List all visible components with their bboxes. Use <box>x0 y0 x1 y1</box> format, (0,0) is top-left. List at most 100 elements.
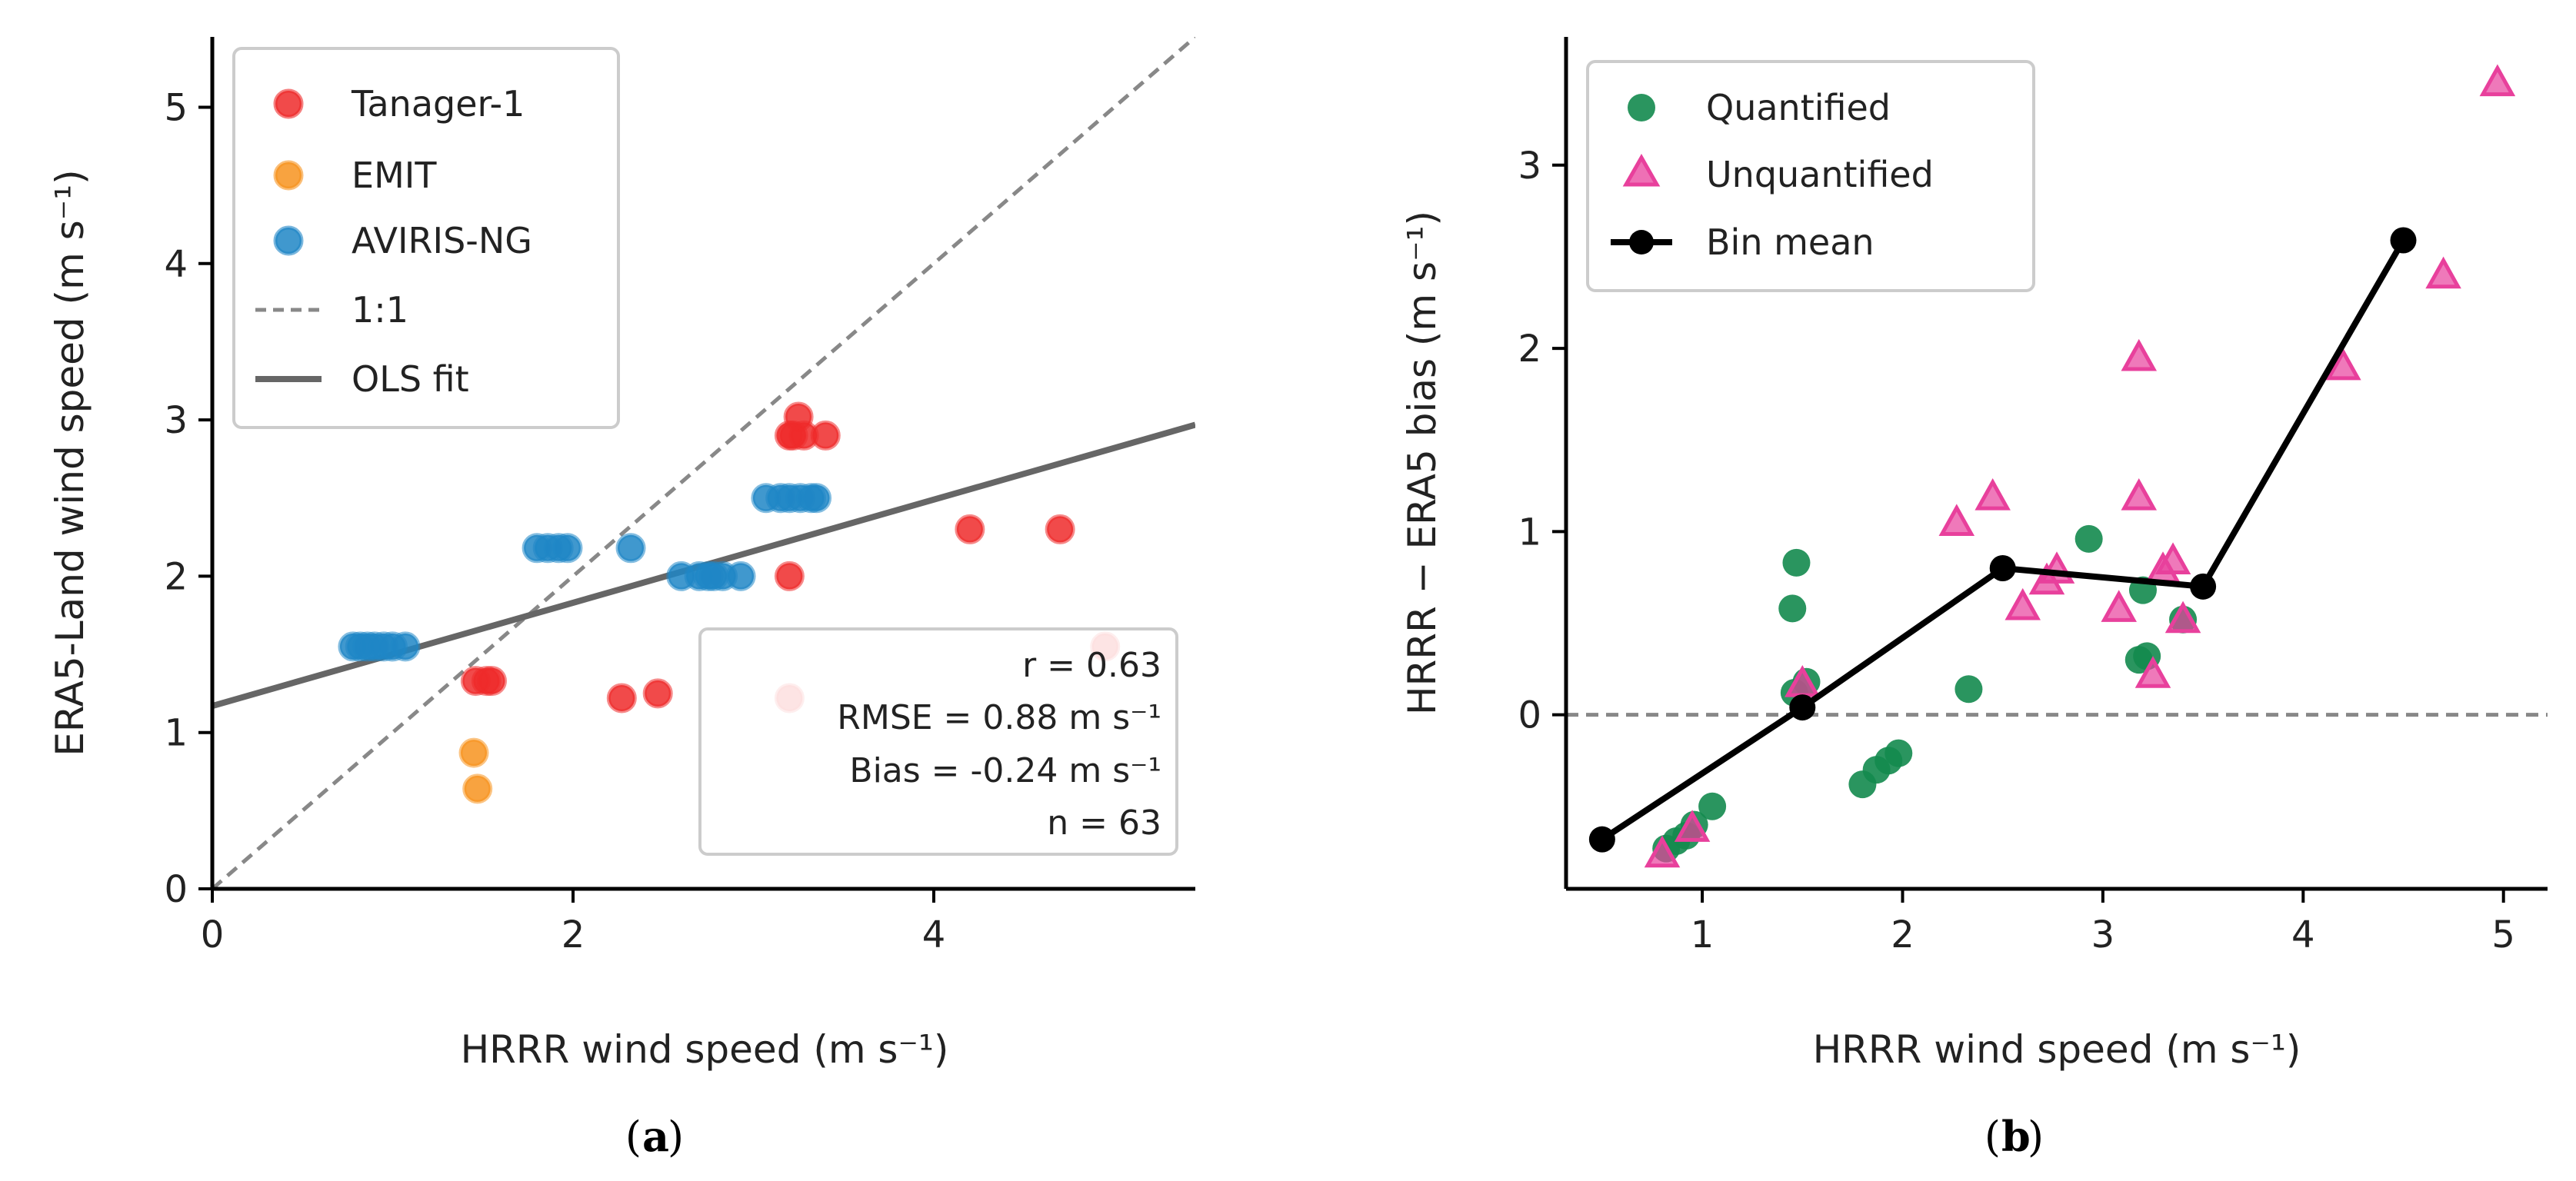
unquantified-point <box>2121 338 2158 371</box>
bin-mean-point <box>1989 555 2016 582</box>
panel-a: 0 2 4 0 1 2 3 4 5 HRRR wind speed (m s⁻¹) ERA5-L… <box>48 37 1195 1161</box>
legend-marker-quantified <box>1628 94 1655 121</box>
emit-point <box>458 737 489 768</box>
ticks: 0 2 4 0 1 2 3 4 5 <box>164 86 945 956</box>
y-tick-label: 3 <box>1518 145 1541 188</box>
unquantified-point <box>1674 810 1711 842</box>
y-tick-label: 2 <box>164 555 188 598</box>
x-tick-label: 2 <box>1891 913 1915 956</box>
data-points <box>338 401 1121 804</box>
panel-caption-b-letter: b <box>2001 1112 2031 1161</box>
stat-bias: Bias = -0.24 m s⁻¹ <box>849 751 1161 790</box>
legend: Tanager-1 EMIT AVIRIS-NG 1:1 OLS fit <box>232 47 620 429</box>
x-tick-label: 0 <box>201 913 225 956</box>
legend-label-one-to-one: 1:1 <box>352 289 408 331</box>
unquantified-point <box>2154 542 2191 574</box>
tanager-1-point <box>774 561 805 591</box>
unquantified-point <box>2121 477 2158 511</box>
y-tick-label: 0 <box>1518 694 1541 737</box>
legend-label-unquantified: Unquantified <box>1706 154 1934 195</box>
unquantified-point <box>2134 656 2171 688</box>
legend-label-tanager: Tanager-1 <box>351 83 525 125</box>
x-tick-label: 5 <box>2491 913 2515 956</box>
panel-caption-b: ( <box>1984 1113 2001 1161</box>
quantified-point <box>1698 792 1727 820</box>
aviris-ng-point <box>552 533 583 564</box>
legend-label-emit: EMIT <box>352 155 437 196</box>
stats-frame <box>698 627 1178 856</box>
y-tick-label: 1 <box>1518 511 1541 554</box>
bin-mean-line <box>1600 238 2406 843</box>
y-tick-label: 3 <box>164 399 188 442</box>
tanager-1-point <box>955 514 985 544</box>
x-tick-label: 2 <box>562 913 585 956</box>
stat-n: n = 63 <box>1047 803 1161 843</box>
quantified-point <box>1954 675 1983 704</box>
one-to-one-line <box>212 37 1195 889</box>
y-axis-label: ERA5-Land wind speed (m s⁻¹) <box>48 169 92 756</box>
tanager-1-point <box>774 420 805 451</box>
unquantified-point <box>2164 600 2201 634</box>
legend-frame <box>232 47 620 429</box>
tanager-1-point <box>1045 514 1075 544</box>
data-points <box>1588 64 2516 868</box>
tanager-1-point <box>606 683 637 714</box>
bin-mean-point <box>2390 227 2417 254</box>
x-axis-label: HRRR wind speed (m s⁻¹) <box>1813 1027 2301 1072</box>
axes <box>1564 37 2548 891</box>
aviris-ng-point <box>801 483 832 514</box>
unquantified-point <box>2425 256 2461 289</box>
y-tick-label: 1 <box>164 712 188 755</box>
legend-marker-unquantified <box>1622 153 1661 187</box>
legend-marker-aviris <box>273 225 304 256</box>
stat-rmse: RMSE = 0.88 m s⁻¹ <box>837 698 1161 737</box>
stats-box: r = 0.63 RMSE = 0.88 m s⁻¹ Bias = -0.24 … <box>698 627 1178 856</box>
y-tick-label: 4 <box>164 243 188 286</box>
unquantified-point <box>1938 504 1975 536</box>
legend-label-ols: OLS fit <box>352 358 469 400</box>
x-tick-label: 4 <box>922 913 946 956</box>
panel-b: 1 2 3 4 5 0 1 2 3 HRRR wind speed (m s⁻¹) HRRR −… <box>1400 37 2548 1161</box>
aviris-ng-point <box>390 631 421 662</box>
x-tick-label: 1 <box>1691 913 1715 956</box>
tanager-1-point <box>810 420 841 451</box>
legend: Quantified Unquantified Bin mean <box>1586 60 2035 292</box>
unquantified-point <box>2101 590 2137 622</box>
bin-mean-point <box>1588 826 1615 853</box>
y-tick-label: 5 <box>164 86 188 129</box>
unquantified-point <box>2325 348 2361 381</box>
legend-marker-bin-mean <box>1629 230 1654 254</box>
legend-label-bin-mean: Bin mean <box>1706 221 1875 263</box>
unquantified-point <box>1974 477 2011 511</box>
panel-caption-a-letter: a <box>642 1112 669 1161</box>
ticks: 1 2 3 4 5 0 1 2 3 <box>1518 145 2515 956</box>
legend-marker-emit <box>273 160 304 191</box>
aviris-ng-point <box>615 533 646 564</box>
legend-marker-tanager <box>273 88 304 119</box>
stat-r: r = 0.63 <box>1022 646 1161 685</box>
y-tick-label: 0 <box>164 868 188 911</box>
panel-caption-b-close: ) <box>2028 1113 2044 1161</box>
panel-caption-a-close: ) <box>668 1113 684 1161</box>
x-tick-label: 4 <box>2291 913 2315 956</box>
bin-mean-point <box>1789 694 1816 721</box>
bin-mean-point <box>2190 573 2217 600</box>
emit-point <box>462 773 493 804</box>
quantified-point <box>1885 739 1913 767</box>
x-tick-label: 3 <box>2091 913 2115 956</box>
aviris-ng-point <box>725 561 756 591</box>
unquantified-point <box>2004 587 2041 620</box>
y-axis-label: HRRR − ERA5 bias (m s⁻¹) <box>1400 211 1445 715</box>
legend-label-aviris: AVIRIS-NG <box>352 220 532 261</box>
legend-frame <box>1586 60 2035 292</box>
quantified-point <box>1782 548 1811 577</box>
unquantified-point <box>2479 64 2516 97</box>
x-axis-label: HRRR wind speed (m s⁻¹) <box>461 1027 949 1072</box>
quantified-point <box>2074 524 2103 553</box>
tanager-1-point <box>642 678 673 709</box>
quantified-point <box>1778 594 1807 623</box>
panel-caption-a: ( <box>625 1113 642 1161</box>
unquantified-point <box>1644 835 1681 868</box>
y-tick-label: 2 <box>1518 328 1541 371</box>
